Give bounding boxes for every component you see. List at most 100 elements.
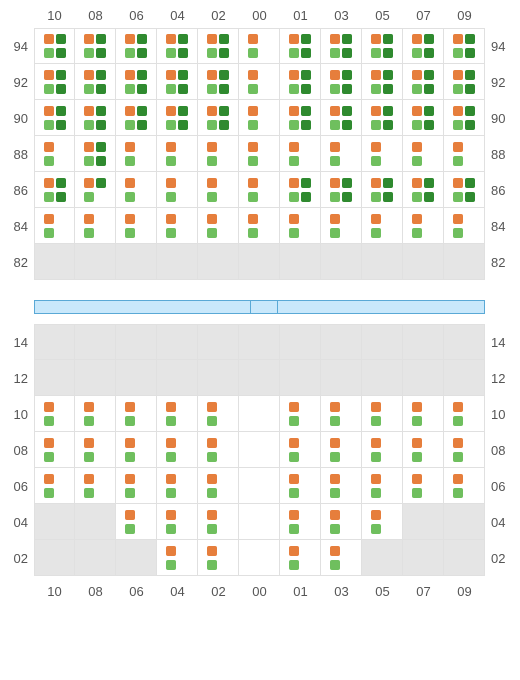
status-marker: [96, 178, 106, 188]
top-cell: [280, 28, 321, 64]
top-cell: [403, 100, 444, 136]
bottom-cell: [403, 540, 444, 576]
status-marker: [178, 546, 188, 556]
row-label: 92: [0, 64, 34, 100]
status-marker: [371, 192, 381, 202]
status-marker: [44, 70, 54, 80]
row-label: 84: [485, 208, 519, 244]
status-marker: [330, 120, 340, 130]
status-marker: [301, 34, 311, 44]
status-marker: [125, 142, 135, 152]
status-marker: [166, 474, 176, 484]
status-marker: [56, 156, 66, 166]
status-marker: [125, 178, 135, 188]
status-marker: [178, 142, 188, 152]
status-marker: [465, 214, 475, 224]
status-marker: [207, 142, 217, 152]
status-marker: [56, 34, 66, 44]
status-marker: [383, 416, 393, 426]
row-label: 90: [485, 100, 519, 136]
status-marker: [137, 178, 147, 188]
top-cell: [362, 172, 403, 208]
status-marker: [342, 510, 352, 520]
status-marker: [178, 524, 188, 534]
status-marker: [289, 106, 299, 116]
bottom-cell: [444, 504, 485, 540]
status-marker: [178, 416, 188, 426]
status-marker: [453, 156, 463, 166]
status-marker: [330, 228, 340, 238]
status-marker: [137, 106, 147, 116]
row-label: 14: [485, 324, 519, 360]
status-marker: [424, 214, 434, 224]
bottom-cell: [157, 360, 198, 396]
status-marker: [44, 214, 54, 224]
status-marker: [383, 438, 393, 448]
bottom-cell: [239, 396, 280, 432]
status-marker: [207, 178, 217, 188]
status-marker: [453, 34, 463, 44]
top-cell: [157, 64, 198, 100]
status-marker: [412, 438, 422, 448]
status-marker: [219, 402, 229, 412]
status-marker: [330, 416, 340, 426]
status-marker: [465, 156, 475, 166]
bottom-cell: [116, 432, 157, 468]
status-marker: [383, 488, 393, 498]
status-marker: [248, 48, 258, 58]
status-marker: [125, 48, 135, 58]
status-marker: [84, 84, 94, 94]
status-marker: [166, 560, 176, 570]
status-marker: [412, 178, 422, 188]
status-marker: [465, 452, 475, 462]
status-marker: [219, 546, 229, 556]
row-label: 88: [485, 136, 519, 172]
status-marker: [383, 228, 393, 238]
status-marker: [371, 474, 381, 484]
status-marker: [125, 438, 135, 448]
status-marker: [301, 452, 311, 462]
bottom-cell: [198, 504, 239, 540]
status-marker: [301, 142, 311, 152]
bottom-cell: [157, 324, 198, 360]
status-marker: [84, 178, 94, 188]
status-marker: [207, 156, 217, 166]
status-marker: [207, 488, 217, 498]
status-marker: [453, 452, 463, 462]
status-marker: [301, 546, 311, 556]
status-marker: [289, 416, 299, 426]
status-marker: [465, 120, 475, 130]
bottom-cell: [198, 432, 239, 468]
status-marker: [125, 488, 135, 498]
status-marker: [330, 34, 340, 44]
status-marker: [330, 192, 340, 202]
status-marker: [453, 142, 463, 152]
status-marker: [289, 510, 299, 520]
status-marker: [465, 48, 475, 58]
top-cell: [34, 100, 75, 136]
status-marker: [371, 524, 381, 534]
status-marker: [371, 178, 381, 188]
status-marker: [56, 192, 66, 202]
status-marker: [248, 546, 258, 556]
bottom-cell: [75, 432, 116, 468]
status-marker: [178, 34, 188, 44]
status-marker: [125, 192, 135, 202]
status-marker: [96, 214, 106, 224]
top-cell: [444, 100, 485, 136]
status-marker: [330, 488, 340, 498]
top-cell: [444, 28, 485, 64]
status-marker: [424, 416, 434, 426]
row-label: 04: [0, 504, 34, 540]
status-marker: [125, 120, 135, 130]
status-marker: [412, 402, 422, 412]
status-marker: [166, 84, 176, 94]
col-label: 10: [34, 8, 75, 23]
bottom-cell: [403, 504, 444, 540]
status-marker: [453, 106, 463, 116]
col-label: 06: [116, 584, 157, 599]
col-label: 00: [239, 584, 280, 599]
status-marker: [44, 142, 54, 152]
status-marker: [383, 142, 393, 152]
status-marker: [207, 524, 217, 534]
